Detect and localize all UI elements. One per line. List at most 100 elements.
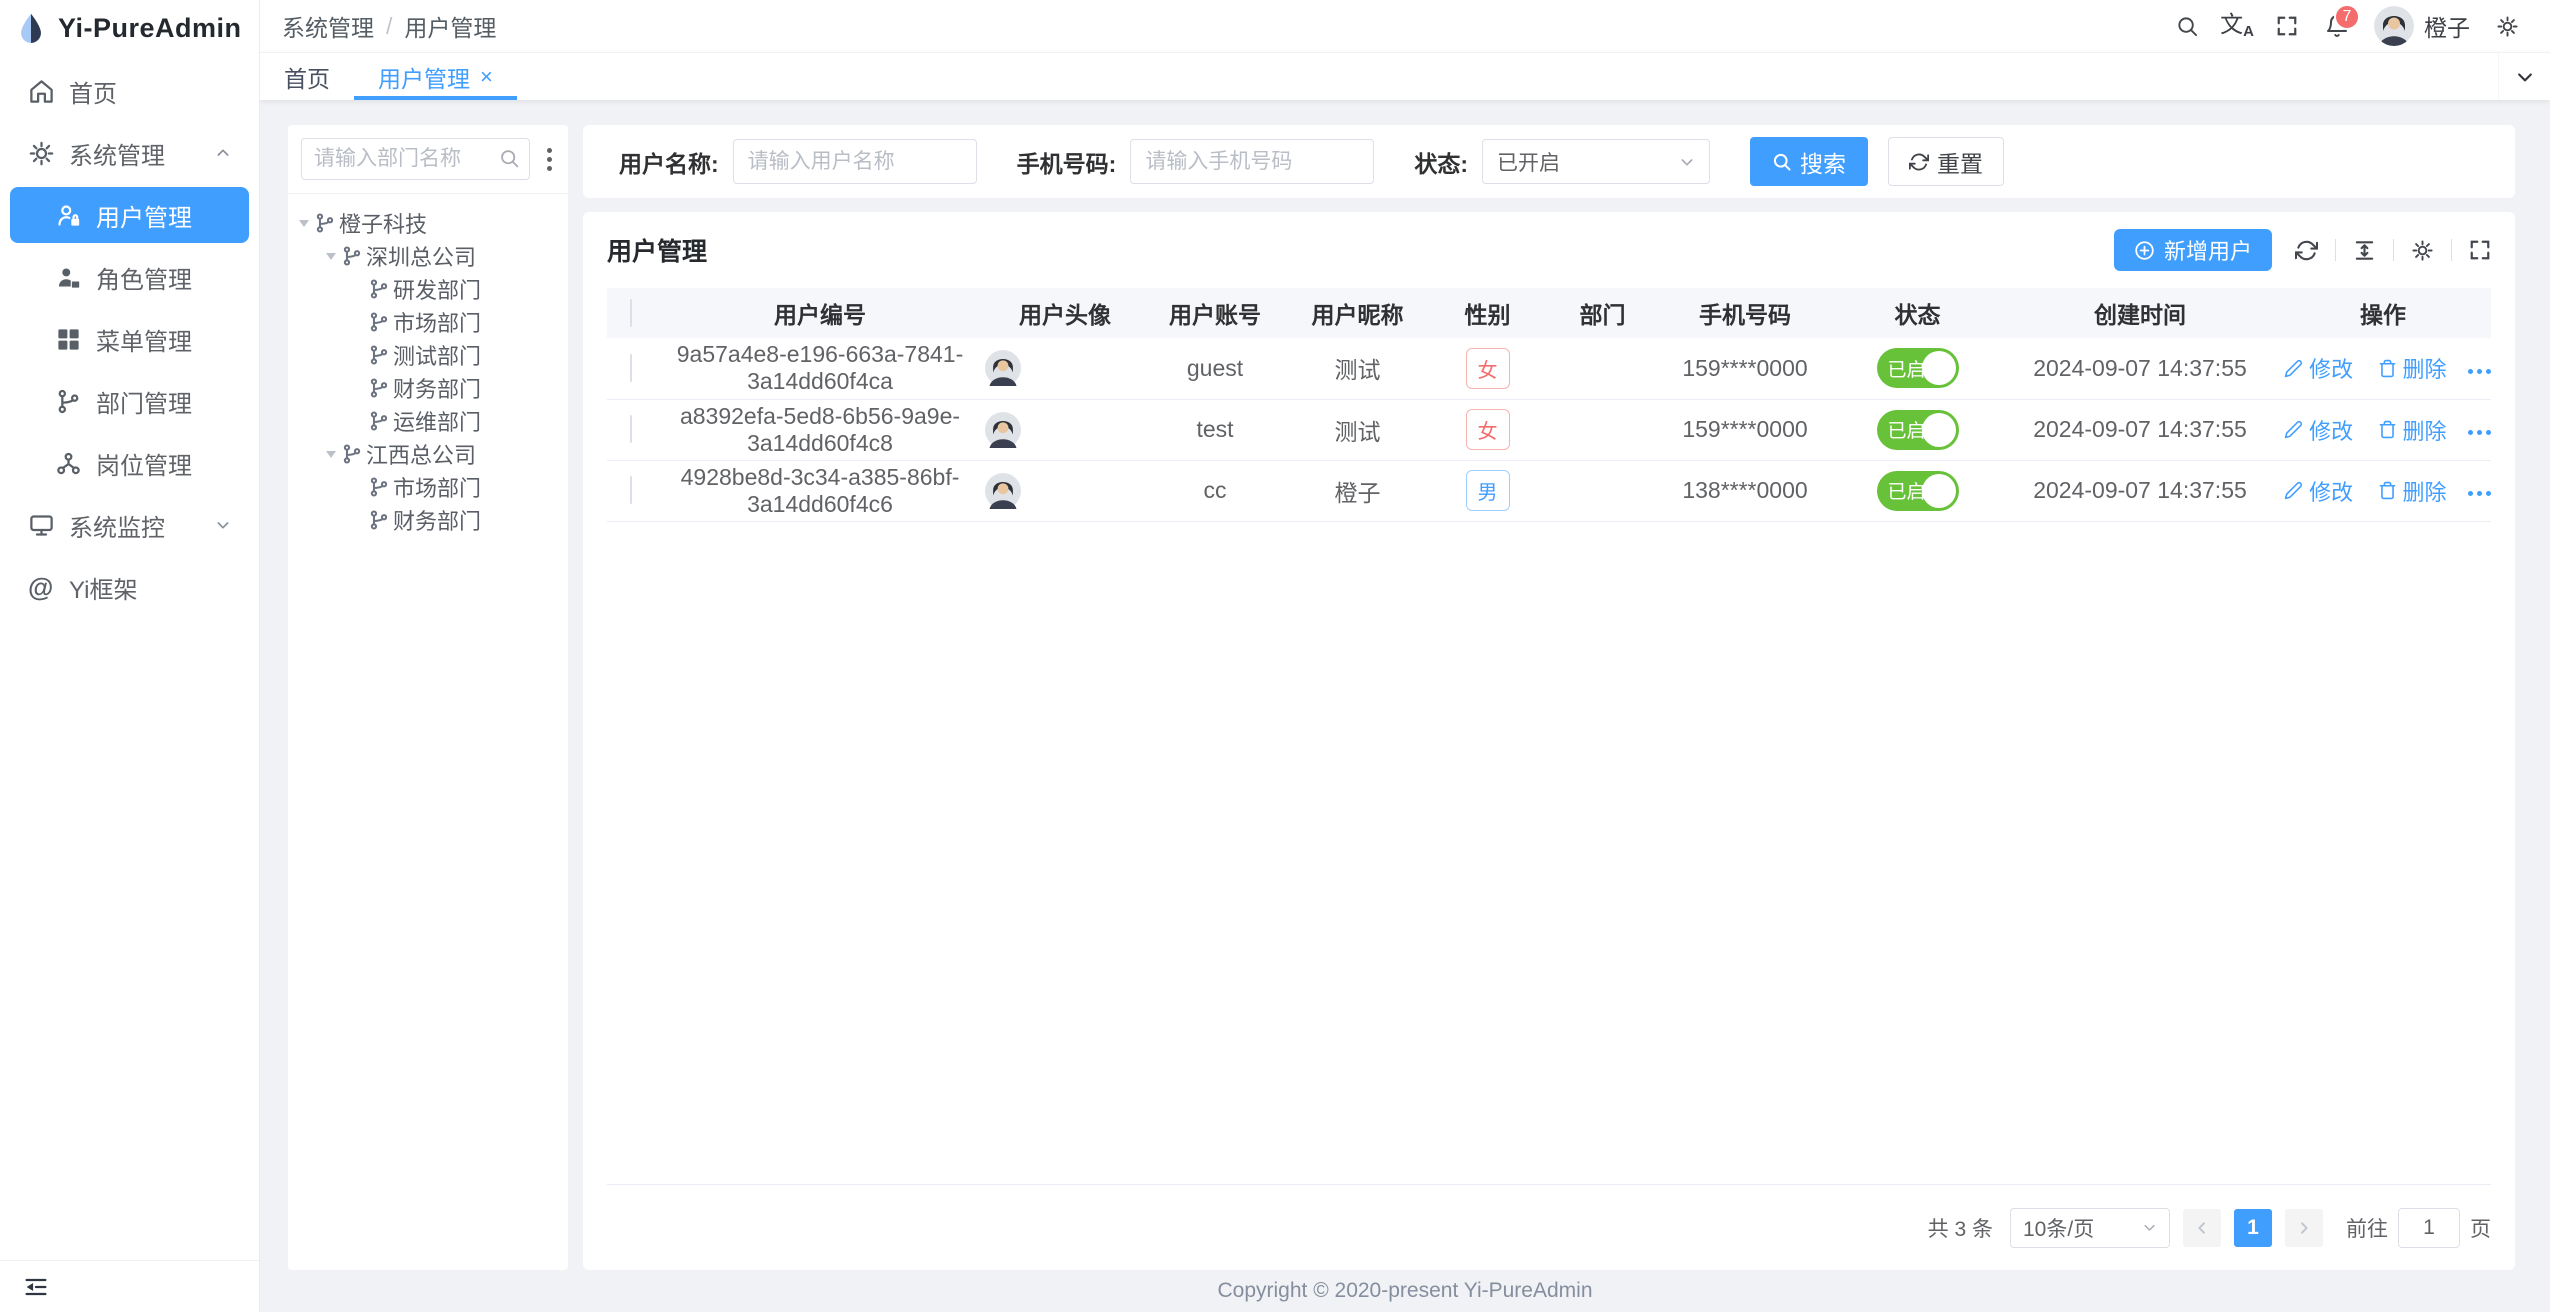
row-checkbox[interactable] bbox=[630, 353, 632, 382]
column-header: 状态 bbox=[1894, 302, 1941, 328]
column-header: 用户编号 bbox=[774, 302, 866, 328]
account-cell: cc bbox=[1203, 477, 1227, 503]
column-settings-gear-icon[interactable] bbox=[2411, 239, 2434, 262]
logo-drop-icon bbox=[14, 11, 48, 45]
pagination: 共 3 条 10条/页 1 前往 页 bbox=[607, 1184, 2491, 1270]
phone-cell: 159****0000 bbox=[1682, 416, 1808, 442]
user-menu[interactable]: 橙子 bbox=[2362, 6, 2482, 46]
dept-cell bbox=[1545, 460, 1660, 521]
pencil-icon bbox=[2284, 482, 2303, 500]
chevron-down-icon bbox=[2144, 1224, 2155, 1231]
tree-node[interactable]: 市场部门 bbox=[288, 305, 568, 338]
tree-node[interactable]: 财务部门 bbox=[288, 503, 568, 536]
table-row: 4928be8d-3c34-a385-86bf-3a14dd60f4c6 cc … bbox=[607, 460, 2491, 521]
breadcrumb-parent[interactable]: 系统管理 bbox=[282, 15, 374, 41]
fullscreen-icon[interactable] bbox=[2262, 0, 2312, 52]
edit-button[interactable]: 修改 bbox=[2284, 475, 2353, 507]
app-logo[interactable]: Yi-PureAdmin bbox=[0, 0, 259, 56]
page-size-select[interactable]: 10条/页 bbox=[2010, 1207, 2170, 1248]
notification-bell-icon[interactable]: 7 bbox=[2312, 0, 2362, 52]
user-id-cell: 4928be8d-3c34-a385-86bf-3a14dd60f4c6 bbox=[680, 463, 960, 517]
status-filter-select[interactable]: 已开启 bbox=[1482, 139, 1711, 184]
filter-bar: 用户名称: 手机号码: 状态: 已开启 搜索 重置 bbox=[583, 125, 2515, 198]
close-tab-icon[interactable]: × bbox=[480, 63, 493, 89]
dept-tree-icon bbox=[370, 344, 388, 365]
delete-button[interactable]: 删除 bbox=[2378, 475, 2447, 507]
username-filter-input[interactable] bbox=[732, 139, 977, 184]
tab-user-management[interactable]: 用户管理 × bbox=[354, 53, 517, 100]
prev-page-button[interactable] bbox=[2183, 1208, 2221, 1247]
more-actions-icon[interactable] bbox=[2467, 491, 2491, 497]
table-row: a8392efa-5ed8-6b56-9a9e-3a14dd60f4c8 tes… bbox=[607, 399, 2491, 460]
status-toggle[interactable]: 已启用 bbox=[1876, 348, 1959, 389]
tab-menu-chevron-down-icon[interactable] bbox=[2498, 53, 2550, 100]
select-all-checkbox[interactable] bbox=[630, 298, 632, 327]
search-icon[interactable] bbox=[2162, 0, 2212, 52]
translate-icon[interactable]: 文A bbox=[2220, 11, 2254, 40]
delete-button[interactable]: 删除 bbox=[2378, 352, 2447, 384]
phone-filter-label: 手机号码: bbox=[1016, 150, 1117, 177]
table-fullscreen-icon[interactable] bbox=[2469, 239, 2491, 261]
sidebar-item-dept-management[interactable]: 部门管理 bbox=[10, 370, 249, 432]
refresh-icon[interactable] bbox=[2295, 239, 2318, 262]
table-toolbar: 新增用户 bbox=[2113, 229, 2491, 271]
tree-node[interactable]: 深圳总公司 bbox=[288, 239, 568, 272]
sidebar-item-post-management[interactable]: 岗位管理 bbox=[10, 432, 249, 494]
tree-node[interactable]: 运维部门 bbox=[288, 404, 568, 437]
caret-down-icon[interactable] bbox=[321, 250, 341, 262]
user-lock-icon bbox=[58, 204, 80, 226]
chevron-left-icon bbox=[2198, 1221, 2205, 1234]
row-checkbox[interactable] bbox=[630, 415, 632, 443]
sidebar-item-yi-framework[interactable]: @ Yi框架 bbox=[10, 556, 249, 618]
search-button[interactable]: 搜索 bbox=[1750, 137, 1869, 186]
tree-node[interactable]: 测试部门 bbox=[288, 338, 568, 371]
tree-node[interactable]: 江西总公司 bbox=[288, 437, 568, 470]
delete-button[interactable]: 删除 bbox=[2378, 414, 2447, 446]
next-page-button[interactable] bbox=[2285, 1208, 2323, 1247]
settings-gear-icon[interactable] bbox=[2482, 0, 2532, 52]
sidebar-item-user-management[interactable]: 用户管理 bbox=[10, 187, 249, 243]
table-card-header: 用户管理 新增用户 bbox=[583, 212, 2515, 288]
reset-button[interactable]: 重置 bbox=[1888, 137, 2005, 186]
tree-more-icon[interactable] bbox=[538, 144, 560, 175]
caret-down-icon[interactable] bbox=[321, 448, 341, 460]
add-user-button[interactable]: 新增用户 bbox=[2113, 229, 2272, 271]
status-toggle[interactable]: 已启用 bbox=[1876, 470, 1959, 511]
sidebar-item-home[interactable]: 首页 bbox=[10, 60, 249, 122]
goto-page-input[interactable] bbox=[2398, 1207, 2460, 1248]
sidebar-item-role-management[interactable]: 角色管理 bbox=[10, 246, 249, 308]
more-actions-icon[interactable] bbox=[2467, 430, 2491, 436]
top-navbar: 系统管理 / 用户管理 文A 7 橙子 bbox=[260, 0, 2550, 52]
column-header: 创建时间 bbox=[2094, 302, 2186, 328]
column-header: 用户昵称 bbox=[1311, 302, 1404, 328]
tree-node[interactable]: 研发部门 bbox=[288, 272, 568, 305]
sidebar-item-menu-management[interactable]: 菜单管理 bbox=[10, 308, 249, 370]
tree-node[interactable]: 橙子科技 bbox=[288, 206, 568, 239]
table-row: 9a57a4e8-e196-663a-7841-3a14dd60f4ca gue… bbox=[607, 338, 2491, 399]
department-search-input[interactable] bbox=[301, 138, 530, 180]
page-number-current[interactable]: 1 bbox=[2234, 1208, 2272, 1247]
sidebar-item-system-management[interactable]: 系统管理 bbox=[10, 122, 249, 184]
tab-home[interactable]: 首页 bbox=[284, 65, 330, 92]
edit-button[interactable]: 修改 bbox=[2284, 414, 2353, 446]
tree-node[interactable]: 财务部门 bbox=[288, 371, 568, 404]
more-actions-icon[interactable] bbox=[2467, 369, 2491, 375]
breadcrumb-current: 用户管理 bbox=[404, 15, 497, 41]
caret-down-icon[interactable] bbox=[294, 217, 314, 229]
edit-button[interactable]: 修改 bbox=[2284, 352, 2353, 384]
phone-filter-input[interactable] bbox=[1130, 139, 1375, 184]
dept-tree-icon bbox=[370, 410, 388, 431]
dept-tree-icon bbox=[370, 476, 388, 497]
status-filter-label: 状态: bbox=[1414, 150, 1469, 177]
tab-bar: 首页 用户管理 × bbox=[260, 52, 2550, 100]
tree-node[interactable]: 市场部门 bbox=[288, 470, 568, 503]
row-checkbox[interactable] bbox=[630, 476, 632, 504]
user-id-cell: a8392efa-5ed8-6b56-9a9e-3a14dd60f4c8 bbox=[679, 402, 961, 456]
sidebar-item-system-monitor[interactable]: 系统监控 bbox=[10, 494, 249, 556]
row-density-icon[interactable] bbox=[2353, 239, 2376, 262]
collapse-sidebar-icon[interactable] bbox=[22, 1273, 50, 1301]
column-header: 用户头像 bbox=[1019, 302, 1111, 328]
created-cell: 2024-09-07 14:37:55 bbox=[2033, 477, 2247, 503]
status-toggle[interactable]: 已启用 bbox=[1876, 409, 1959, 450]
column-header: 部门 bbox=[1579, 302, 1626, 328]
